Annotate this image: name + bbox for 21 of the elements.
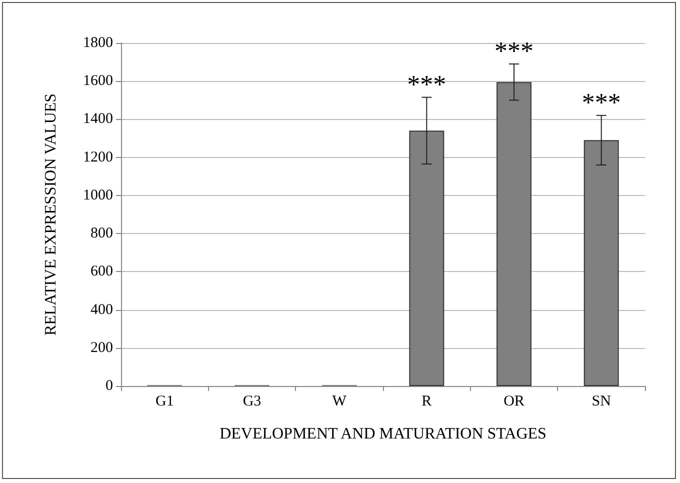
x-axis-title: DEVELOPMENT AND MATURATION STAGES — [220, 426, 546, 442]
y-tick-label: 600 — [90, 264, 113, 280]
x-tick-label: R — [422, 394, 432, 410]
annotation: *** — [494, 36, 534, 66]
x-tick-label: G1 — [155, 394, 174, 410]
y-tick-label: 1400 — [83, 111, 113, 128]
y-tick-label: 1800 — [83, 35, 113, 51]
y-tick-label: 200 — [90, 340, 113, 356]
y-tick-label: 0 — [106, 378, 113, 394]
y-tick-label: 1000 — [83, 187, 113, 204]
x-tick-label: G3 — [242, 394, 262, 410]
y-tick-label: 400 — [90, 302, 113, 318]
annotation: *** — [582, 88, 621, 117]
y-tick-label: 800 — [90, 226, 113, 242]
y-tick-label: 1200 — [83, 149, 113, 166]
x-tick-label: OR — [504, 394, 524, 410]
x-tick-label: W — [332, 394, 348, 410]
y-axis-title: RELATIVE EXPRESSION VALUES — [42, 93, 60, 336]
x-tick-label: SN — [592, 394, 612, 410]
y-tick-label: 1600 — [83, 73, 113, 90]
annotation: *** — [407, 70, 446, 99]
